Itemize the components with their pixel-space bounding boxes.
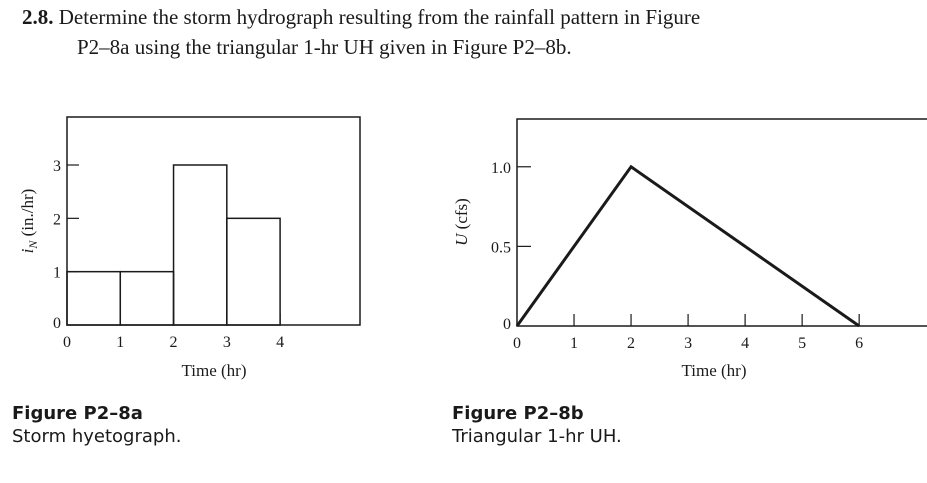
problem-statement: 2.8. Determine the storm hydrograph resu… <box>22 2 902 62</box>
uh-ticks <box>517 166 860 326</box>
figure-b-caption: Figure P2–8b Triangular 1-hr UH. <box>452 402 622 448</box>
hyetograph-y-tick-labels: 0 1 2 3 <box>53 158 61 332</box>
figure-a-caption: Figure P2–8a Storm hyetograph. <box>12 402 181 448</box>
uh-x-tick-label-6: 6 <box>855 335 863 352</box>
uh-y-axis-label: U (cfs) <box>452 198 471 246</box>
hyetograph-frame <box>66 116 361 326</box>
uh-y-tick-label-1: 0.5 <box>491 239 511 256</box>
hyetograph-x-tick-label-0: 0 <box>63 334 71 351</box>
uh-frame <box>516 118 927 327</box>
uh-y-tick-label-0: 0 <box>503 316 511 333</box>
hyetograph-y-tick-label-0: 0 <box>53 315 61 332</box>
figure-b-caption-title: Figure P2–8b <box>452 403 584 424</box>
hyetograph-bar-1 <box>119 270 175 326</box>
hyetograph-bar-0 <box>66 270 122 326</box>
hyetograph-x-tick-label-2: 2 <box>170 334 178 351</box>
uh-x-tick-label-5: 5 <box>798 335 806 352</box>
uh-x-tick-label-0: 0 <box>513 335 521 352</box>
uh-x-tick-label-2: 2 <box>627 335 635 352</box>
hyetograph-y-tick-label-2: 2 <box>53 211 61 228</box>
unit-hydrograph-chart: 0 1 2 3 4 5 6 0 0.5 1.0 Time (hr) U (cfs) <box>452 118 927 380</box>
uh-y-tick-label-2: 1.0 <box>491 160 511 177</box>
problem-text-line2: P2–8a using the triangular 1-hr UH given… <box>77 35 572 59</box>
problem-text-line1: Determine the storm hydrograph resulting… <box>58 5 701 29</box>
hyetograph-x-axis-label: Time (hr) <box>181 361 246 380</box>
hyetograph-x-tick-label-4: 4 <box>276 334 284 351</box>
figure-a-caption-title: Figure P2–8a <box>12 403 143 424</box>
hyetograph-y-tick-label-1: 1 <box>53 265 61 282</box>
uh-x-tick-label-4: 4 <box>741 335 749 352</box>
hyetograph-x-tick-label-1: 1 <box>116 334 124 351</box>
uh-x-axis-label: Time (hr) <box>681 361 746 380</box>
hyetograph-x-tick-labels: 0 1 2 3 4 <box>63 334 284 351</box>
figure-a-caption-text: Storm hyetograph. <box>12 426 182 447</box>
uh-y-tick-labels: 0 0.5 1.0 <box>491 160 511 333</box>
uh-x-tick-label-3: 3 <box>684 335 692 352</box>
hyetograph-bar-3 <box>226 217 281 326</box>
hyetograph-chart: 0 1 2 3 4 0 1 2 3 Time (hr) iN (in./hr) <box>18 116 361 380</box>
figure-b-caption-text: Triangular 1-hr UH. <box>452 426 622 447</box>
uh-x-tick-label-1: 1 <box>570 335 578 352</box>
uh-x-tick-labels: 0 1 2 3 4 5 6 <box>513 335 863 352</box>
hyetograph-bar-2 <box>172 164 228 326</box>
uh-triangle-line <box>515 164 861 328</box>
hyetograph-x-tick-label-3: 3 <box>223 334 231 351</box>
hyetograph-y-axis-label: iN (in./hr) <box>18 189 40 254</box>
hyetograph-y-tick-label-3: 3 <box>53 158 61 175</box>
hyetograph-bars <box>66 164 281 326</box>
problem-number: 2.8. <box>22 5 54 29</box>
